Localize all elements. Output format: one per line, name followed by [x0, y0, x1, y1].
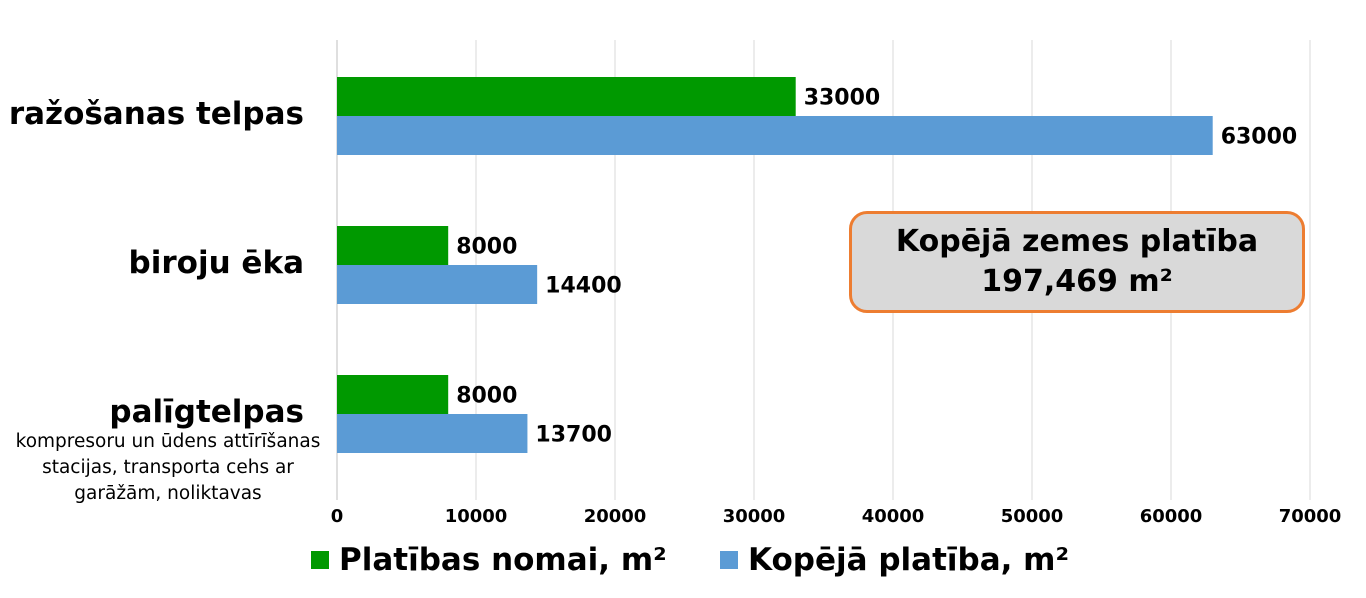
bar-1-series-0 [337, 226, 449, 265]
x-tick-label-40000: 40000 [862, 506, 925, 527]
bar-0-series-0 [337, 77, 796, 116]
bar-0-series-1 [337, 116, 1213, 155]
data-label-0-series-1: 63000 [1221, 125, 1298, 150]
x-tick-label-30000: 30000 [723, 506, 786, 527]
category-label-razosanas-telpas: ražošanas telpas [8, 96, 304, 132]
x-tick-label-60000: 60000 [1140, 506, 1203, 527]
callout-title: Kopējā zemes platība [895, 224, 1259, 259]
legend-swatch-total-area [720, 551, 738, 569]
category-label-biroju-eka: biroju ēka [128, 245, 304, 281]
data-label-1-series-1: 14400 [545, 274, 622, 299]
bar-1-series-1 [337, 265, 538, 304]
legend-swatch-rental-area [311, 551, 329, 569]
legend-label-rental-area: Platības nomai, m² [339, 542, 667, 578]
callout-value: 197,469 m² [981, 264, 1173, 299]
legend-label-total-area: Kopējā platība, m² [748, 542, 1070, 578]
bar-2-series-1 [337, 414, 528, 453]
data-label-0-series-0: 33000 [804, 86, 881, 111]
x-tick-label-10000: 10000 [445, 506, 508, 527]
x-tick-label-20000: 20000 [584, 506, 647, 527]
data-label-2-series-0: 8000 [456, 384, 517, 409]
data-label-1-series-0: 8000 [456, 235, 517, 260]
legend-item-total-area: Kopējā platība, m² [720, 538, 1069, 582]
category-label-paligtelpas: palīgtelpas [109, 394, 304, 430]
bar-2-series-0 [337, 375, 449, 414]
category-sublabel-paligtelpas: kompresoru un ūdens attīrīšanas stacijas… [15, 431, 321, 504]
x-tick-label-50000: 50000 [1001, 506, 1064, 527]
total-land-area-callout: Kopējā zemes platība 197,469 m² [849, 211, 1305, 313]
x-tick-label-70000: 70000 [1279, 506, 1342, 527]
chart-legend: Platības nomai, m² Kopējā platība, m² [0, 538, 1366, 582]
x-tick-label-0: 0 [331, 506, 344, 527]
legend-item-rental-area: Platības nomai, m² [311, 538, 667, 582]
data-label-2-series-1: 13700 [535, 423, 612, 448]
